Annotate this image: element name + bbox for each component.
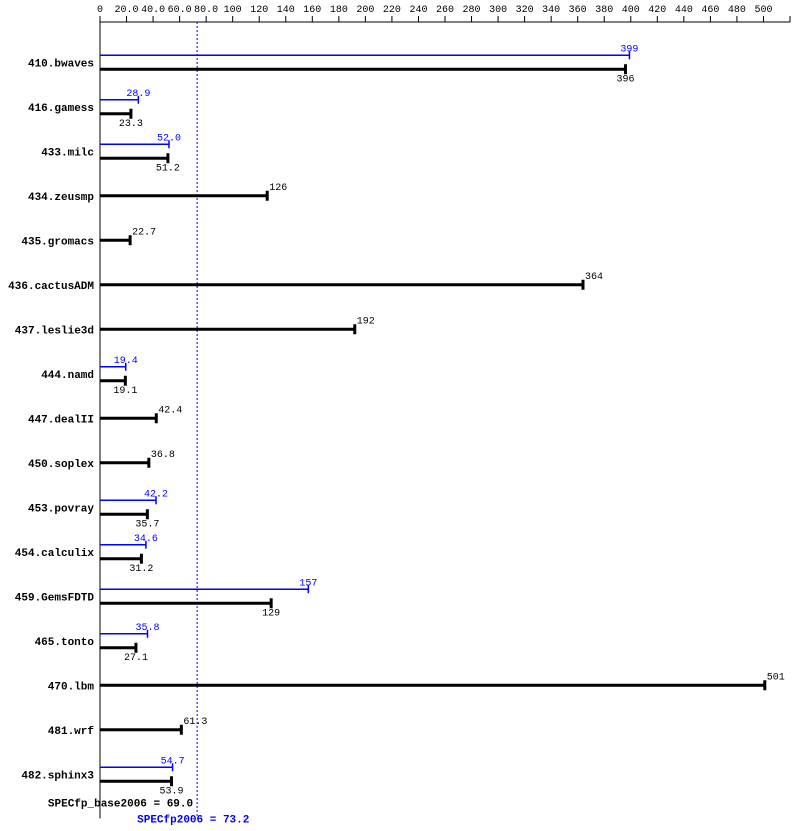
benchmark-label: 434.zeusmp (28, 192, 94, 204)
benchmark-label: 470.lbm (48, 681, 95, 693)
bar-base-value: 23.3 (119, 119, 143, 130)
spec-benchmark-chart: 0 20.040.060.080.0 100 120 140 160 180 200 220 24… (0, 0, 799, 831)
axis-tick-label: 200 (356, 5, 374, 16)
axis-tick-label: 220 (383, 5, 401, 16)
benchmark-label: 465.tonto (35, 637, 95, 649)
benchmark-label: 482.sphinx3 (21, 770, 94, 782)
axis-tick-label: 320 (516, 5, 534, 16)
axis-tick-label: 380 (595, 5, 613, 16)
bar-base-value: 22.7 (132, 227, 156, 238)
bar-base-value: 42.4 (158, 405, 182, 416)
bar-peak-value: 28.9 (126, 89, 150, 100)
bar-peak-value: 399 (620, 44, 638, 55)
bar-base-value: 129 (262, 608, 280, 619)
axis-tick-label: 500 (754, 5, 772, 16)
benchmark-label: 454.calculix (15, 548, 95, 560)
bar-peak-value: 34.6 (134, 534, 158, 545)
benchmark-label: 416.gamess (28, 103, 94, 115)
axis-tick-label: 100 (224, 5, 242, 16)
bar-base-value: 19.1 (113, 386, 137, 397)
benchmark-label: 459.GemsFDTD (15, 592, 95, 604)
axis-tick-label: 40.0 (141, 5, 165, 16)
axis-tick-label: 440 (675, 5, 693, 16)
bar-base-value: 51.2 (156, 163, 180, 174)
benchmark-label: 410.bwaves (28, 58, 94, 70)
benchmark-label: 447.dealII (28, 414, 94, 426)
bar-base-value: 61.3 (183, 717, 207, 728)
axis-tick-label: 80.0 (194, 5, 218, 16)
benchmark-label: 435.gromacs (21, 236, 94, 248)
axis-tick-label: 280 (463, 5, 481, 16)
axis-tick-label: 180 (330, 5, 348, 16)
benchmark-label: 444.namd (41, 370, 94, 382)
bar-base-value: 53.9 (160, 786, 184, 797)
benchmark-label: 481.wrf (48, 726, 95, 738)
axis-tick-label: 480 (728, 5, 746, 16)
axis-tick-label: 300 (489, 5, 507, 16)
axis-tick-label: 0 (97, 5, 103, 16)
benchmark-label: 453.povray (28, 503, 94, 515)
bar-base-value: 364 (585, 272, 603, 283)
bar-peak-value: 54.7 (161, 756, 185, 767)
bar-peak-value: 42.2 (144, 489, 168, 500)
axis-tick-label: 140 (277, 5, 295, 16)
benchmark-label: 450.soplex (28, 459, 94, 471)
axis-tick-label: 400 (622, 5, 640, 16)
summary-peak-label: SPECfp2006 = 73.2 (137, 815, 249, 827)
bar-peak-value: 35.8 (135, 623, 159, 634)
axis-tick-label: 260 (436, 5, 454, 16)
axis-tick-label: 340 (542, 5, 560, 16)
bar-base-value: 31.2 (129, 564, 153, 575)
axis-tick-label: 60.0 (168, 5, 192, 16)
summary-base-label: SPECfp_base2006 = 69.0 (48, 799, 193, 811)
axis-tick-label: 120 (250, 5, 268, 16)
benchmark-label: 437.leslie3d (15, 325, 94, 337)
axis-tick-label: 240 (409, 5, 427, 16)
axis-tick-label: 360 (569, 5, 587, 16)
bar-base-value: 27.1 (124, 653, 148, 664)
bar-peak-value: 52.0 (157, 133, 181, 144)
bar-base-value: 36.8 (151, 450, 175, 461)
benchmark-label: 433.milc (41, 147, 94, 159)
axis-tick-label: 460 (701, 5, 719, 16)
axis-tick-label: 420 (648, 5, 666, 16)
bar-peak-value: 157 (299, 578, 317, 589)
axis-tick-label: 20.0 (115, 5, 139, 16)
bar-base-value: 501 (767, 672, 785, 683)
bar-peak-value: 19.4 (114, 356, 138, 367)
bar-base-value: 192 (357, 316, 375, 327)
benchmark-label: 436.cactusADM (8, 281, 94, 293)
bar-base-value: 396 (616, 74, 634, 85)
axis-tick-label: 160 (303, 5, 321, 16)
bar-base-value: 35.7 (135, 519, 159, 530)
bar-base-value: 126 (269, 183, 287, 194)
